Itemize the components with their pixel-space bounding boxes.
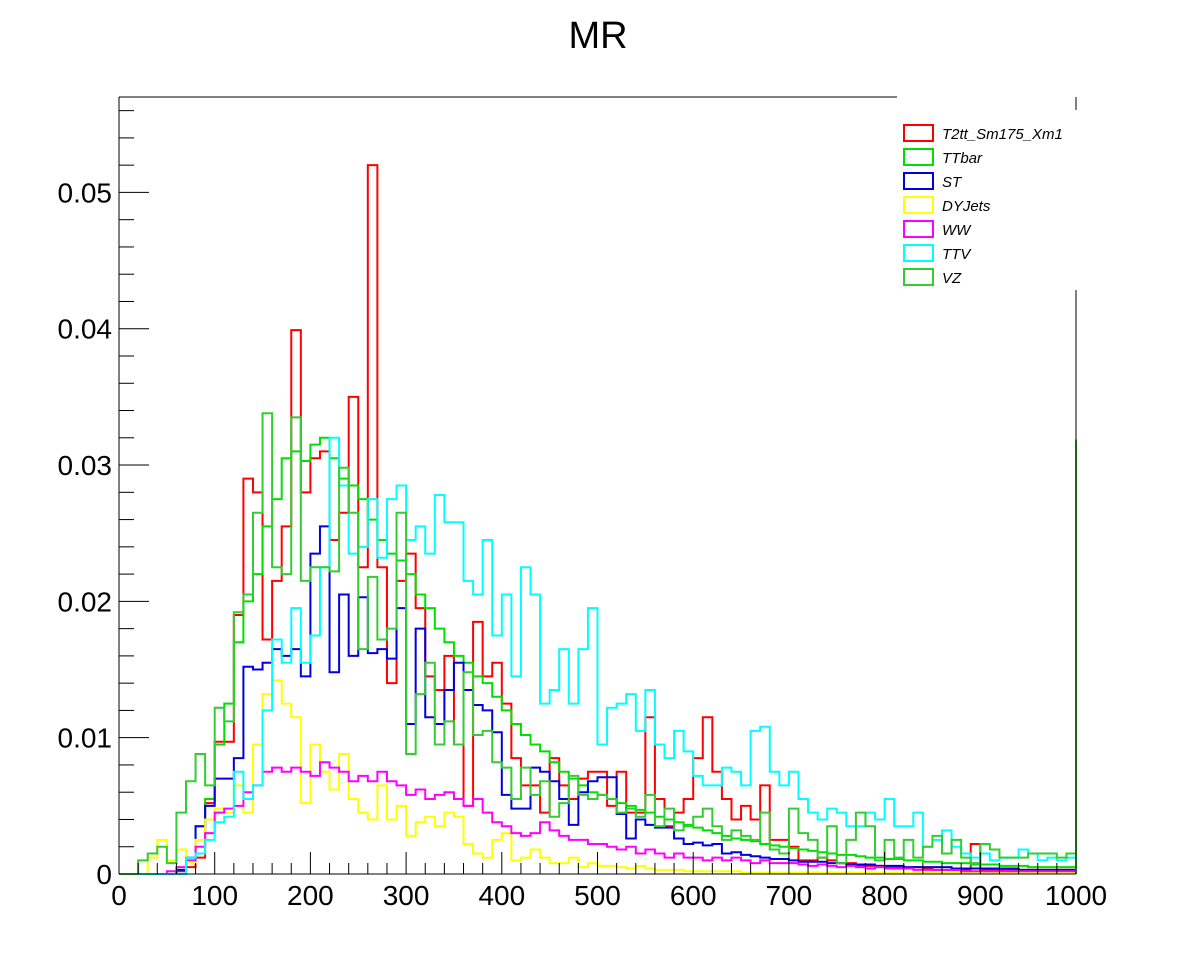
legend-swatch-5 xyxy=(903,244,934,262)
y-tick-label: 0.02 xyxy=(58,586,113,617)
series-line-4 xyxy=(119,761,1077,875)
x-tick-label: 1000 xyxy=(1045,880,1107,911)
axis-ticks: 0 100 200 300 400 500 600 700 800 900 1000 0 0.01 0.0… xyxy=(58,110,1107,911)
x-tick-label: 400 xyxy=(478,880,525,911)
legend-swatch-3 xyxy=(903,196,934,214)
y-tick-label: 0 xyxy=(96,859,112,890)
y-tick-label: 0.05 xyxy=(58,177,113,208)
legend-swatch-0 xyxy=(903,124,934,142)
legend-swatch-4 xyxy=(903,220,934,238)
legend-swatch-1 xyxy=(903,148,934,166)
legend-label-1: TTbar xyxy=(942,150,983,167)
x-tick-label: 600 xyxy=(670,880,717,911)
legend: T2tt_Sm175_Xm1 TTbar ST DYJets WW TTV VZ xyxy=(897,110,1083,290)
legend-label-5: TTV xyxy=(942,246,972,263)
x-tick-label: 800 xyxy=(861,880,908,911)
x-tick-label: 200 xyxy=(287,880,334,911)
x-tick-label: 300 xyxy=(383,880,430,911)
series-line-3 xyxy=(119,679,1077,875)
series-line-6 xyxy=(119,412,1077,875)
y-tick-label: 0.04 xyxy=(58,314,113,345)
y-tick-label: 0.03 xyxy=(58,450,113,481)
series-line-5 xyxy=(119,436,1077,875)
legend-label-4: WW xyxy=(942,222,972,239)
x-tick-label: 100 xyxy=(191,880,238,911)
legend-label-3: DYJets xyxy=(942,198,991,215)
y-tick-label: 0.01 xyxy=(58,723,113,754)
x-tick-label: 700 xyxy=(766,880,813,911)
x-tick-label: 0 xyxy=(111,880,127,911)
x-tick-label: 500 xyxy=(574,880,621,911)
chart-title: MR xyxy=(568,15,627,57)
x-tick-label: 900 xyxy=(957,880,1004,911)
legend-label-0: T2tt_Sm175_Xm1 xyxy=(942,126,1063,143)
legend-swatch-6 xyxy=(903,268,934,286)
legend-swatch-2 xyxy=(903,172,934,190)
legend-label-6: VZ xyxy=(942,270,962,287)
legend-label-2: ST xyxy=(942,174,963,191)
